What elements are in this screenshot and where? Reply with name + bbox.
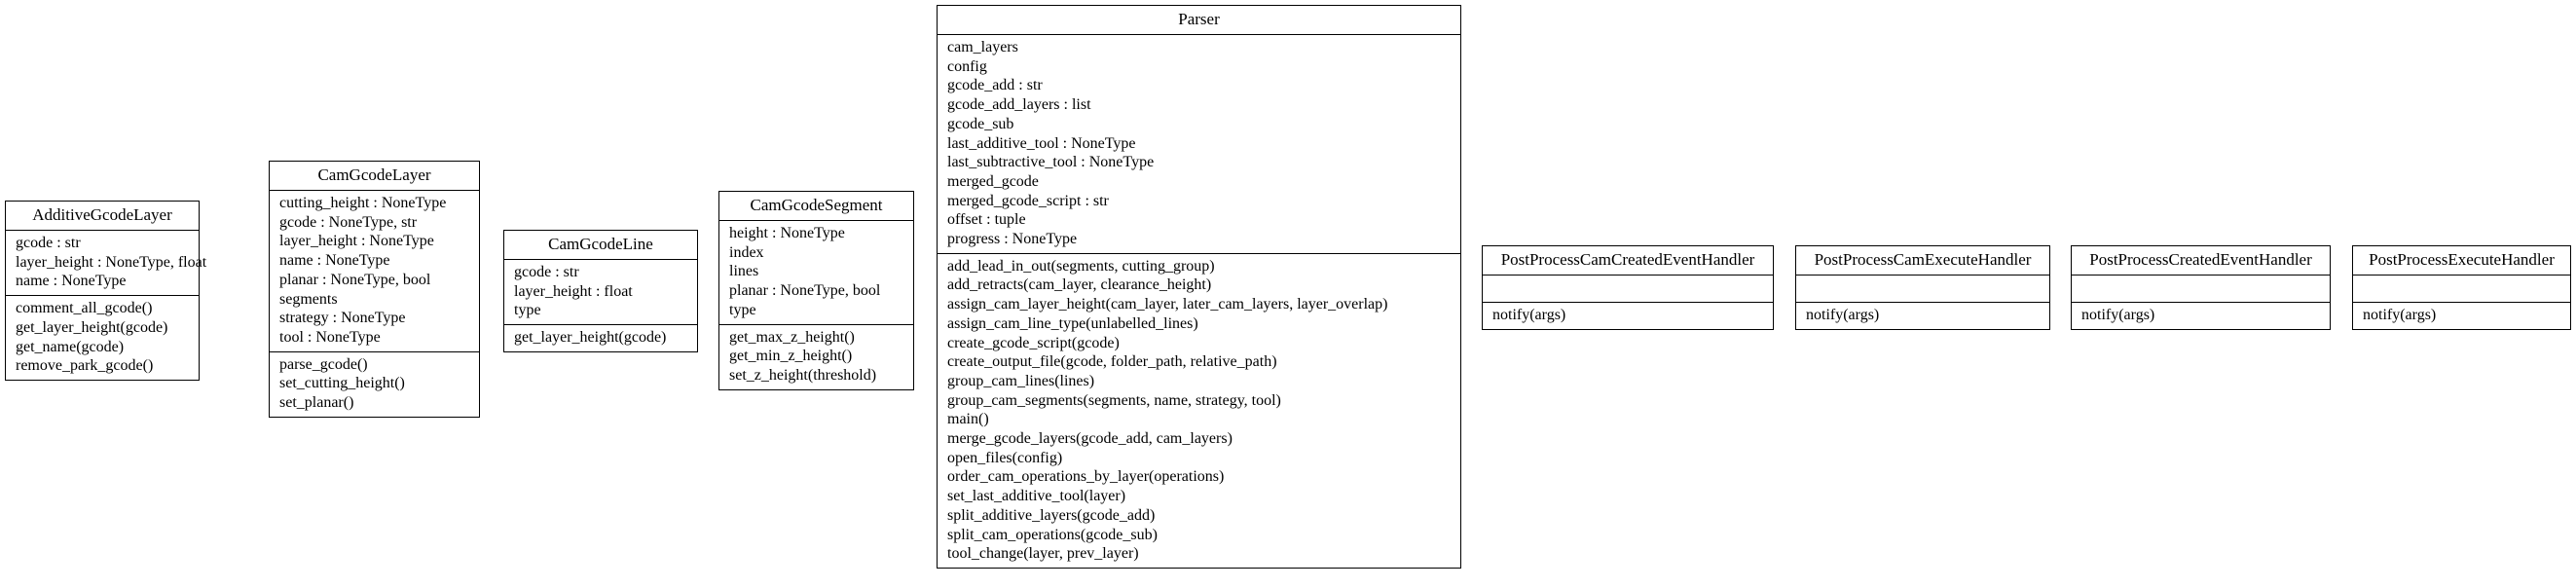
attributes-section: gcode : str layer_height : float type — [504, 260, 697, 324]
methods-section: notify(args) — [1796, 302, 2049, 329]
method-row: get_max_z_height() — [729, 328, 855, 346]
method-row: get_name(gcode) — [16, 338, 125, 355]
method-row: set_z_height(threshold) — [729, 366, 877, 384]
attributes-section — [2353, 276, 2570, 302]
class-name: CamGcodeSegment — [719, 192, 913, 221]
attribute-row: layer_height : NoneType — [279, 233, 434, 250]
class-box-postprocesscamexecutehandler: PostProcessCamExecuteHandler notify(args) — [1795, 245, 2050, 330]
class-name: AdditiveGcodeLayer — [6, 202, 199, 231]
methods-section: notify(args) — [2353, 302, 2570, 329]
method-row: add_lead_in_out(segments, cutting_group) — [947, 257, 1215, 275]
attribute-row: layer_height : NoneType, float — [16, 253, 207, 271]
method-row: create_gcode_script(gcode) — [947, 334, 1120, 351]
attribute-row: name : NoneType — [279, 252, 390, 270]
attribute-row: tool : NoneType — [279, 328, 381, 346]
attribute-row: offset : tuple — [947, 211, 1026, 229]
method-row: set_cutting_height() — [279, 375, 405, 392]
attribute-row: type — [729, 301, 756, 318]
method-row: remove_park_gcode() — [16, 357, 154, 375]
method-row: notify(args) — [2363, 307, 2437, 323]
attribute-row: layer_height : float — [514, 282, 633, 300]
attribute-row: config — [947, 57, 987, 75]
attribute-row: type — [514, 302, 541, 319]
class-box-camgcodesegment: CamGcodeSegment height : NoneType index lin… — [718, 191, 914, 390]
method-row: open_files(config) — [947, 449, 1063, 466]
attribute-row: last_subtractive_tool : NoneType — [947, 154, 1155, 171]
class-name: PostProcessExecuteHandler — [2353, 246, 2570, 276]
class-name: PostProcessCreatedEventHandler — [2072, 246, 2330, 276]
method-row: add_retracts(cam_layer, clearance_height… — [947, 276, 1212, 294]
method-row: comment_all_gcode() — [16, 300, 153, 317]
method-row: create_output_file(gcode, folder_path, r… — [947, 353, 1277, 371]
attribute-row: gcode_add_layers : list — [947, 96, 1091, 114]
method-row: assign_cam_line_type(unlabelled_lines) — [947, 314, 1198, 332]
attribute-row: gcode : str — [514, 264, 579, 280]
method-row: get_min_z_height() — [729, 348, 853, 365]
class-box-additivegcodelayer: AdditiveGcodeLayer gcode : str layer_heigh… — [5, 201, 207, 381]
class-name: PostProcessCamExecuteHandler — [1796, 246, 2049, 276]
attribute-row: gcode_sub — [947, 115, 1014, 132]
class-box-postprocessexecutehandler: PostProcessExecuteHandler notify(args) — [2352, 245, 2571, 330]
method-row: split_additive_layers(gcode_add) — [947, 506, 1156, 524]
attribute-row: cutting_height : NoneType — [279, 195, 447, 211]
class-name: CamGcodeLine — [504, 231, 697, 260]
attributes-section: height : NoneType index lines planar : None… — [719, 221, 913, 324]
method-row: main() — [947, 411, 989, 428]
methods-section: get_max_z_height() get_min_z_height() set_… — [719, 323, 913, 389]
method-row: notify(args) — [2081, 307, 2155, 323]
class-box-postprocesscamcreatedeventhandler: PostProcessCamCreatedEventHandler notify(… — [1482, 245, 1774, 330]
method-row: group_cam_lines(lines) — [947, 372, 1095, 389]
methods-section: comment_all_gcode() get_layer_height(gcod… — [6, 295, 199, 380]
methods-section: notify(args) — [1483, 302, 1773, 329]
method-row: get_layer_height(gcode) — [514, 329, 667, 347]
method-row: order_cam_operations_by_layer(operations… — [947, 468, 1225, 486]
attribute-row: index — [729, 243, 764, 261]
class-name: PostProcessCamCreatedEventHandler — [1483, 246, 1773, 276]
attribute-row: name : NoneType — [16, 273, 127, 290]
attribute-row: progress : NoneType — [947, 231, 1078, 248]
attribute-row: gcode_add : str — [947, 77, 1043, 94]
attributes-section — [1483, 276, 1773, 302]
method-row: tool_change(layer, prev_layer) — [947, 545, 1139, 563]
methods-section: add_lead_in_out(segments, cutting_group)… — [938, 252, 1460, 568]
attribute-row: planar : NoneType, bool — [279, 271, 431, 288]
method-row: set_last_additive_tool(layer) — [947, 488, 1126, 505]
class-name: Parser — [938, 6, 1460, 35]
methods-section: parse_gcode() set_cutting_height() set_pla… — [270, 350, 479, 417]
method-row: notify(args) — [1492, 307, 1566, 323]
method-row: group_cam_segments(segments, name, strat… — [947, 391, 1281, 409]
attributes-section — [1796, 276, 2049, 302]
class-box-camgcodelayer: CamGcodeLayer cutting_height : NoneType gc… — [269, 161, 480, 418]
methods-section: notify(args) — [2072, 302, 2330, 329]
method-row: notify(args) — [1806, 307, 1880, 323]
attribute-row: segments — [279, 290, 338, 308]
attribute-row: cam_layers — [947, 39, 1018, 55]
class-name: CamGcodeLayer — [270, 162, 479, 191]
attributes-section: gcode : str layer_height : NoneType, floa… — [6, 231, 207, 295]
method-row: merge_gcode_layers(gcode_add, cam_layers… — [947, 430, 1233, 448]
methods-section: get_layer_height(gcode) — [504, 324, 697, 351]
attribute-row: strategy : NoneType — [279, 310, 406, 327]
attribute-row: height : NoneType — [729, 225, 845, 241]
method-row: assign_cam_layer_height(cam_layer, later… — [947, 296, 1388, 313]
method-row: set_planar() — [279, 394, 354, 412]
attribute-row: gcode : NoneType, str — [279, 213, 418, 231]
attribute-row: merged_gcode — [947, 172, 1039, 190]
attribute-row: gcode : str — [16, 235, 81, 251]
attributes-section — [2072, 276, 2330, 302]
attribute-row: planar : NoneType, bool — [729, 282, 881, 300]
method-row: get_layer_height(gcode) — [16, 318, 168, 336]
attribute-row: last_additive_tool : NoneType — [947, 134, 1136, 152]
method-row: split_cam_operations(gcode_sub) — [947, 526, 1158, 543]
attributes-section: cutting_height : NoneType gcode : NoneTyp… — [270, 191, 479, 351]
attribute-row: lines — [729, 263, 759, 280]
method-row: parse_gcode() — [279, 355, 368, 373]
attribute-row: merged_gcode_script : str — [947, 192, 1109, 209]
class-box-postprocesscreatedeventhandler: PostProcessCreatedEventHandler notify(arg… — [2071, 245, 2331, 330]
class-box-camgcodeline: CamGcodeLine gcode : str layer_height : fl… — [503, 230, 698, 353]
